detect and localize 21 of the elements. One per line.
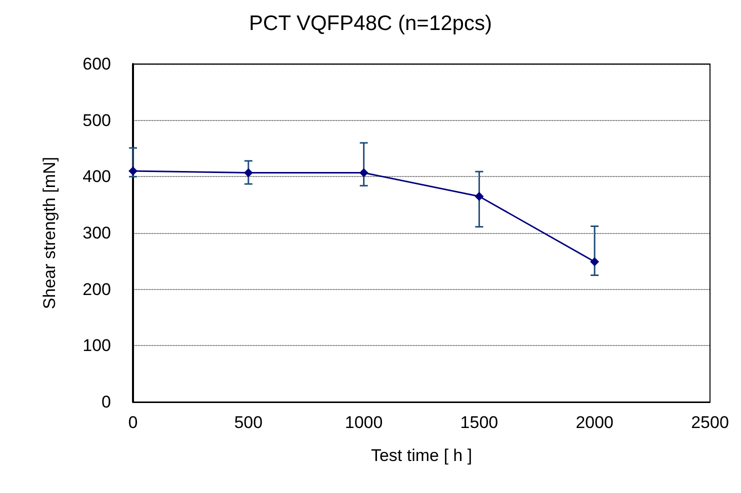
point <box>474 192 484 201</box>
y-tick-label: 500 <box>82 110 111 130</box>
x-tick-label: 2000 <box>576 413 614 432</box>
y-tick-label: 600 <box>82 54 111 74</box>
point <box>590 257 600 266</box>
y-tick-label: 0 <box>102 392 111 412</box>
point <box>359 168 368 178</box>
point <box>244 168 253 178</box>
y-axis-title: Shear strength [mN] <box>40 156 59 310</box>
x-axis-title: Test time [ h ] <box>370 446 472 465</box>
chart-title: PCT VQFP48C (n=12pcs) <box>249 12 492 35</box>
y-tick-label: 100 <box>82 336 111 356</box>
y-tick-label: 200 <box>82 280 111 299</box>
x-tick-label: 1000 <box>344 413 383 432</box>
point <box>128 166 138 176</box>
y-tick-label: 300 <box>82 224 111 242</box>
x-tick-label: 0 <box>128 413 138 432</box>
x-tick-label: 500 <box>234 413 263 432</box>
x-tick-label: 2500 <box>691 413 729 432</box>
y-tick-label: 400 <box>82 167 111 186</box>
x-tick-label: 1500 <box>460 413 498 432</box>
